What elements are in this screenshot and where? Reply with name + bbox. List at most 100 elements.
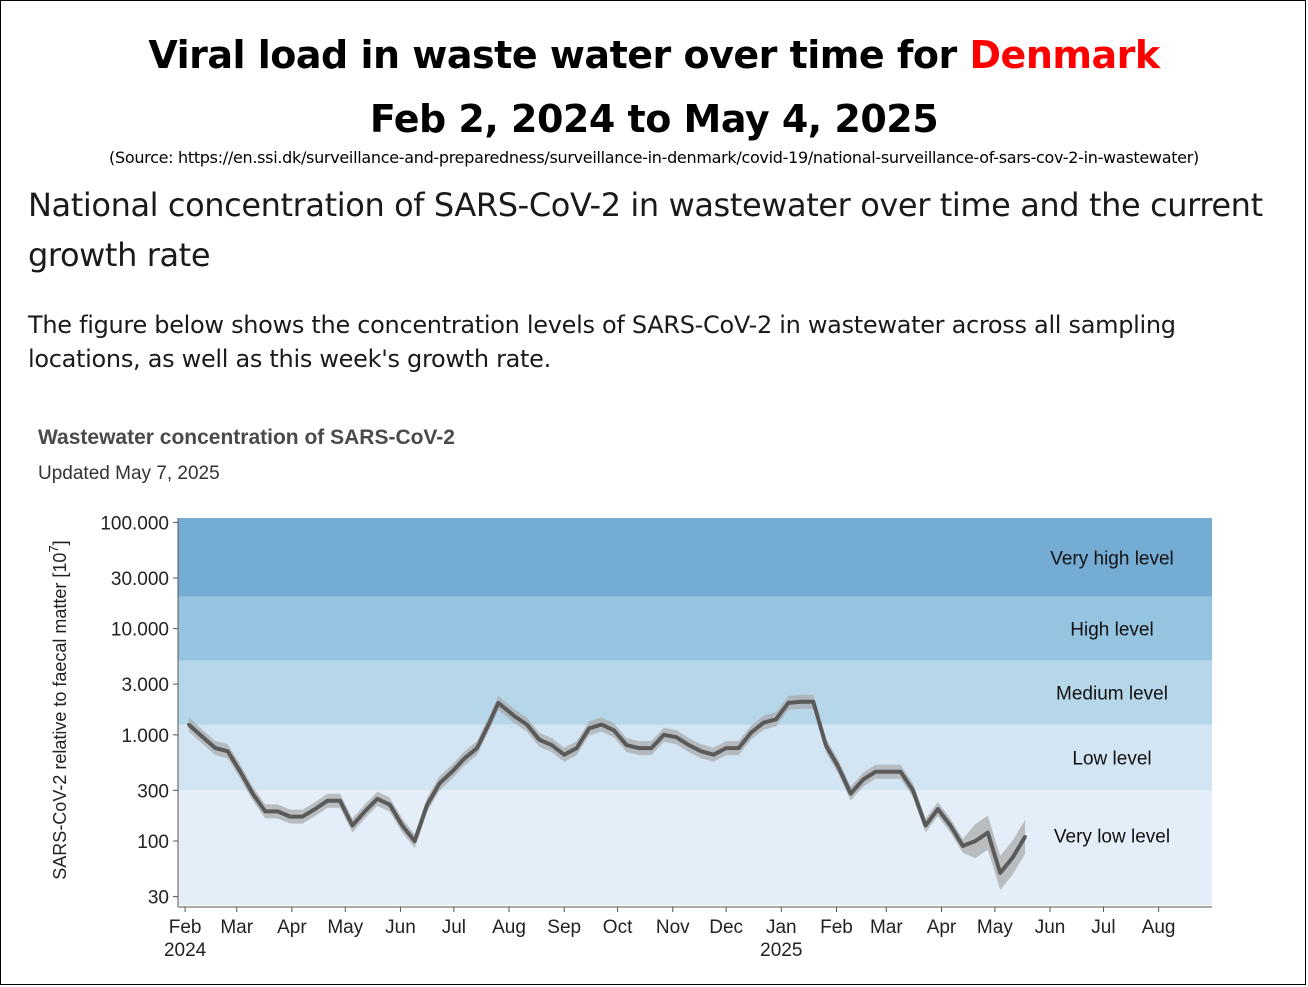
chart-title: Wastewater concentration of SARS-CoV-2 (38, 426, 455, 449)
y-axis-label: SARS-CoV-2 relative to faecal matter [10… (46, 540, 70, 879)
data-point (425, 803, 429, 807)
x-tick-label: Dec (709, 917, 743, 938)
data-point (724, 746, 728, 750)
article-heading: National concentration of SARS-CoV-2 in … (28, 186, 1263, 274)
x-tick-label: Jul (1091, 917, 1115, 938)
data-point (388, 803, 392, 807)
data-point (400, 823, 404, 828)
data-point (1023, 835, 1027, 839)
data-point (213, 746, 217, 750)
data-point (874, 770, 878, 774)
data-point (886, 770, 890, 774)
data-point (923, 823, 928, 828)
data-point (413, 839, 417, 843)
data-point (363, 809, 367, 814)
article-paragraph: The figure below shows the concentration… (28, 311, 1176, 373)
x-tick-year-label: 2024 (164, 940, 207, 961)
x-tick-label: Mar (870, 917, 903, 938)
slide-title: Viral load in waste water over time for … (0, 33, 1308, 77)
data-point (637, 746, 641, 750)
data-point (313, 807, 317, 811)
data-point (512, 714, 516, 718)
x-tick-label: Mar (220, 917, 253, 938)
data-point (948, 823, 952, 828)
y-tick-label: 300 (137, 781, 169, 802)
zone-label-4: Very low level (1054, 826, 1170, 847)
data-point (786, 701, 791, 705)
data-point (836, 765, 840, 769)
data-point (799, 700, 803, 704)
data-point (587, 726, 591, 730)
data-point (861, 777, 865, 782)
x-tick-label: Jun (1035, 917, 1066, 938)
slide-title-prefix: Viral load in waste water over time for (148, 33, 970, 77)
data-point (375, 797, 379, 801)
data-point (462, 756, 467, 760)
x-tick-label: Aug (1142, 917, 1176, 938)
axes: 100.00030.00010.0003.0001.00030010030Feb… (100, 513, 1212, 961)
series-line (187, 699, 1027, 875)
data-point (737, 746, 741, 750)
y-axis-label-close: ] (50, 540, 70, 545)
data-point (936, 807, 940, 811)
data-point (550, 743, 554, 747)
zone-band-4 (178, 790, 1212, 905)
data-point (699, 749, 703, 753)
data-point (624, 743, 629, 747)
data-point (575, 746, 579, 750)
x-tick-label: Nov (656, 917, 690, 938)
data-point (338, 799, 342, 803)
data-point (263, 809, 267, 814)
slide-title-country: Denmark (969, 33, 1161, 77)
data-point (662, 733, 666, 737)
data-point (438, 781, 442, 785)
x-tick-label: Jan (766, 917, 797, 938)
data-point (251, 791, 255, 796)
data-point (1011, 855, 1015, 860)
data-point (599, 722, 604, 727)
data-point (487, 721, 492, 725)
data-point (961, 844, 965, 848)
data-point (562, 753, 566, 757)
data-point (824, 743, 828, 747)
zone-band-2 (178, 660, 1212, 725)
level-zones (178, 518, 1212, 905)
zone-label-3: Low level (1072, 748, 1151, 769)
source-citation: (Source: https://en.ssi.dk/surveillance-… (109, 148, 1199, 167)
data-point (525, 722, 529, 727)
zone-label-1: High level (1070, 620, 1153, 641)
series-line-group (187, 699, 1027, 875)
slide-title-date-range: Feb 2, 2024 to May 4, 2025 (369, 97, 939, 141)
x-tick-label: Apr (927, 917, 957, 938)
data-point (911, 788, 915, 792)
y-axis-label-exponent: 7 (46, 545, 61, 552)
zone-labels: Very high level High level Medium level Low… (1050, 548, 1174, 847)
x-tick-label: May (977, 917, 1013, 938)
y-axis-label-text: SARS-CoV-2 relative to faecal matter [10 (50, 553, 70, 880)
data-point (849, 791, 853, 796)
y-tick-label: 30.000 (111, 569, 169, 590)
data-point (300, 814, 305, 819)
confidence-band (188, 694, 1026, 890)
zone-label-0: Very high level (1050, 548, 1174, 569)
data-point (450, 770, 454, 774)
zone-band-1 (178, 596, 1212, 661)
data-point (288, 814, 292, 819)
zone-band-0 (178, 518, 1212, 597)
data-point (187, 722, 191, 727)
data-point (774, 717, 778, 721)
x-tick-label: Apr (277, 917, 307, 938)
data-point (226, 749, 230, 753)
data-point (325, 799, 330, 803)
y-tick-label: 100.000 (100, 513, 169, 534)
y-tick-label: 30 (148, 888, 169, 909)
data-point (238, 770, 242, 774)
data-point (749, 730, 753, 735)
x-tick-label: Sep (547, 917, 581, 938)
y-tick-label: 10.000 (111, 620, 169, 641)
data-point (811, 700, 815, 704)
zone-label-2: Medium level (1056, 684, 1168, 705)
zone-band-3 (178, 724, 1212, 791)
